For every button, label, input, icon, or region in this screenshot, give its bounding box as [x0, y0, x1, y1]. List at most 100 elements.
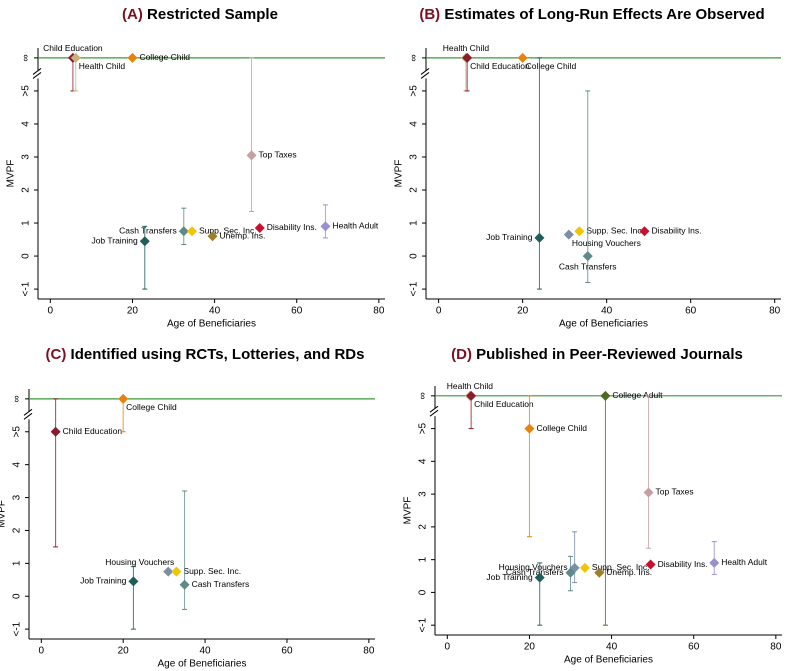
point-label: Top Taxes	[656, 487, 694, 497]
point	[600, 390, 611, 401]
point	[524, 423, 535, 434]
point	[179, 579, 190, 590]
point-label: Child Education	[474, 399, 534, 409]
point	[645, 559, 656, 570]
y-tick-label: 3	[418, 491, 429, 497]
axis-break	[32, 68, 42, 75]
y-tick-label: 3	[21, 154, 32, 160]
y-tick-label: >5	[418, 422, 429, 434]
point-label: Housing Vouchers	[572, 238, 641, 248]
x-tick-label: 0	[48, 306, 54, 317]
point	[178, 226, 189, 237]
point-label: Supp. Sec. Inc.	[586, 226, 644, 236]
panel-letter: (D)	[451, 346, 472, 363]
y-tick-label: 2	[21, 187, 32, 193]
axis-break	[429, 405, 439, 413]
point-label: Child Education	[43, 43, 103, 53]
point	[574, 226, 585, 237]
point-label: College Child	[126, 402, 177, 412]
point	[517, 52, 528, 63]
point	[118, 393, 129, 404]
y-tick-label: 1	[418, 556, 429, 562]
x-axis-label: Age of Beneficiaries	[167, 319, 256, 330]
x-tick-label: 60	[291, 306, 303, 317]
point-label: Disability Ins.	[651, 226, 701, 236]
x-tick-label: 20	[127, 306, 139, 317]
panel-title: (B) Estimates of Long-Run Effects Are Ob…	[419, 6, 764, 23]
x-tick-label: 20	[517, 306, 529, 317]
axis-break	[23, 408, 33, 416]
point	[320, 221, 331, 232]
point-label: Job Training	[80, 576, 127, 586]
point-label: Cash Transfers	[119, 226, 177, 236]
axis-break	[429, 409, 439, 417]
point	[582, 251, 593, 262]
point	[466, 390, 477, 401]
y-tick-label: 4	[12, 461, 23, 467]
y-tick-label: ∞	[409, 54, 420, 61]
x-axis-label: Age of Beneficiaries	[559, 319, 648, 330]
panel-title: (C) Identified using RCTs, Lotteries, an…	[46, 346, 365, 363]
x-tick-label: 40	[606, 642, 618, 653]
point	[127, 52, 138, 63]
point	[594, 567, 605, 578]
y-tick-label: 2	[12, 527, 23, 533]
y-tick-label: <-1	[418, 617, 429, 632]
y-tick-label: <-1	[21, 281, 32, 296]
point-label: Unemp. Ins.	[606, 567, 652, 577]
title-text: Restricted Sample	[147, 6, 278, 23]
axis-break	[420, 68, 430, 75]
point	[163, 566, 174, 577]
point-label: Child Education	[470, 61, 530, 71]
title-text: Published in Peer-Reviewed Journals	[476, 346, 743, 363]
x-tick-label: 40	[209, 306, 221, 317]
point	[207, 231, 218, 242]
point-label: Health Adult	[332, 221, 378, 231]
point	[579, 562, 590, 573]
x-tick-label: 20	[524, 642, 536, 653]
axis-break	[23, 412, 33, 420]
y-tick-label: 4	[21, 121, 32, 127]
x-tick-label: 80	[770, 642, 782, 653]
point-label: Health Child	[443, 43, 490, 53]
y-tick-label: >5	[21, 85, 32, 97]
y-tick-label: 1	[21, 220, 32, 226]
x-tick-label: 20	[118, 646, 130, 657]
point	[246, 150, 257, 161]
x-axis-label: Age of Beneficiaries	[158, 659, 247, 670]
x-tick-label: 60	[281, 646, 293, 657]
x-tick-label: 80	[769, 306, 781, 317]
point-label: Job Training	[486, 572, 533, 582]
point-label: Cash Transfers	[192, 579, 250, 589]
y-axis-label: MVPF	[0, 500, 8, 528]
point	[639, 226, 650, 237]
y-tick-label: >5	[409, 85, 420, 97]
point	[565, 567, 576, 578]
point-label: Health Child	[447, 381, 494, 391]
panel-letter: (C)	[46, 346, 67, 363]
y-tick-label: 4	[409, 121, 420, 127]
point-label: Job Training	[91, 235, 138, 245]
point-label: Cash Transfers	[559, 261, 617, 271]
point	[563, 229, 574, 240]
point-label: Health Adult	[721, 557, 767, 567]
point-label: Disability Ins.	[658, 559, 708, 569]
y-axis-label: MVPF	[6, 160, 17, 188]
point	[534, 572, 545, 583]
point-label: Health Child	[79, 61, 126, 71]
point-label: Child Education	[63, 426, 123, 436]
x-tick-label: 0	[445, 642, 451, 653]
point-label: Top Taxes	[259, 150, 297, 160]
point-label: Supp. Sec. Inc.	[183, 566, 241, 576]
axis-break	[32, 72, 42, 79]
y-axis-label: MVPF	[403, 497, 414, 525]
y-tick-label: >5	[12, 426, 23, 438]
point-label: Housing Vouchers	[499, 562, 568, 572]
point-label: Cash Transfers	[506, 567, 564, 577]
y-tick-label: 2	[409, 187, 420, 193]
point-label: College Child	[536, 423, 587, 433]
x-tick-label: 40	[601, 306, 613, 317]
point	[171, 566, 182, 577]
point	[709, 557, 720, 568]
y-tick-label: ∞	[21, 54, 32, 61]
